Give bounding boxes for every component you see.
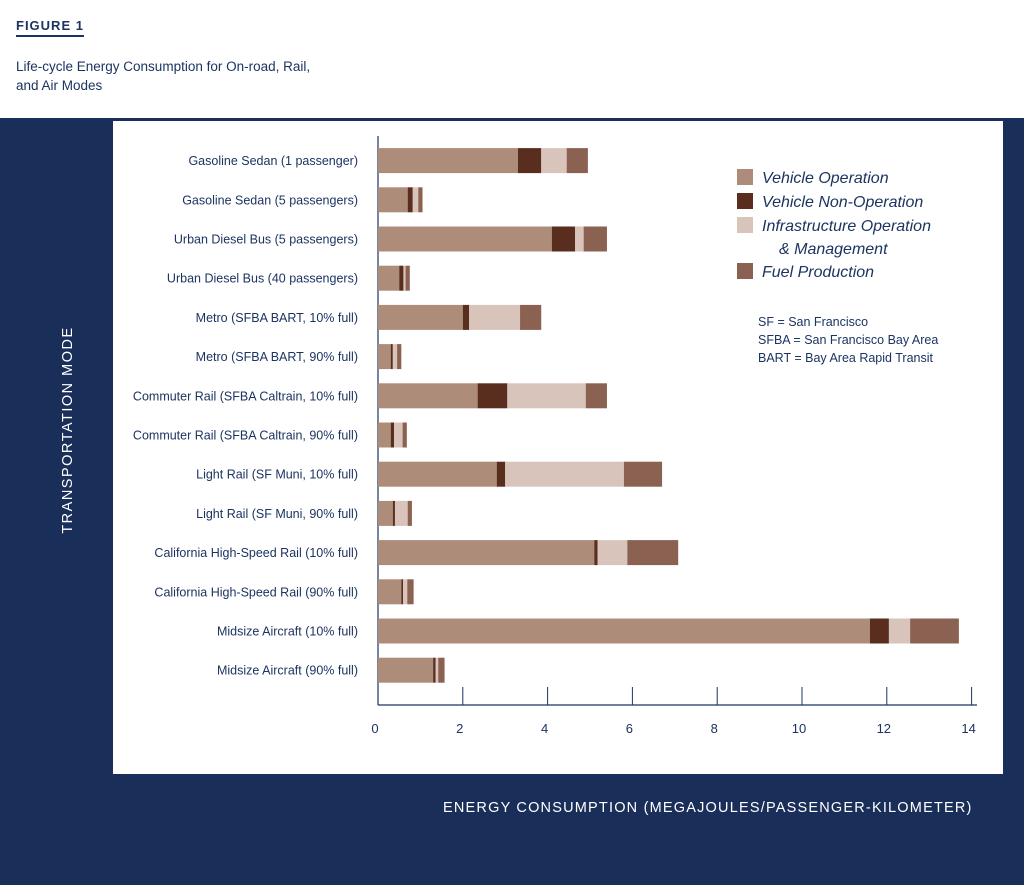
bar-segment-infrastructure-operation-management xyxy=(403,265,406,291)
bar-segment-fuel-production xyxy=(407,579,414,605)
x-tick-label: 12 xyxy=(877,721,891,736)
category-label: Commuter Rail (SFBA Caltrain, 90% full) xyxy=(133,429,358,443)
legend-swatch xyxy=(737,193,753,209)
bar-segment-fuel-production xyxy=(397,344,402,370)
x-tick-label: 8 xyxy=(711,721,718,736)
bar-segment-vehicle-operation xyxy=(378,461,497,487)
bar-segment-vehicle-operation xyxy=(378,657,434,683)
bar-segment-vehicle-non-operation xyxy=(496,461,506,487)
bar-segment-fuel-production xyxy=(585,383,607,409)
bar-segment-fuel-production xyxy=(438,657,445,683)
bar-segment-vehicle-non-operation xyxy=(594,540,598,566)
bar-segment-infrastructure-operation-management xyxy=(394,500,408,526)
bar-segment-fuel-production xyxy=(405,265,410,291)
category-label: Midsize Aircraft (90% full) xyxy=(217,664,358,678)
bar-segment-fuel-production xyxy=(407,500,412,526)
bar-segment-vehicle-operation xyxy=(378,265,400,291)
bar-segment-infrastructure-operation-management xyxy=(888,618,911,644)
legend-label-cont: & Management xyxy=(779,241,888,258)
bar-segment-infrastructure-operation-management xyxy=(392,344,398,370)
bar-segment-vehicle-operation xyxy=(378,422,391,448)
legend-label: Vehicle Non-Operation xyxy=(762,194,923,211)
bar-segment-infrastructure-operation-management xyxy=(597,540,628,566)
bar-segment-vehicle-operation xyxy=(378,226,552,252)
bar-segment-vehicle-operation xyxy=(378,383,478,409)
bar-segment-vehicle-non-operation xyxy=(399,265,404,291)
bar-segment-vehicle-non-operation xyxy=(407,187,413,213)
category-label: Metro (SFBA BART, 10% full) xyxy=(196,311,358,325)
bar-segment-fuel-production xyxy=(418,187,423,213)
bar-segment-vehicle-non-operation xyxy=(392,500,395,526)
category-label: California High-Speed Rail (10% full) xyxy=(154,546,358,560)
legend-label: Infrastructure Operation xyxy=(762,218,931,235)
bar-segment-vehicle-operation xyxy=(378,540,595,566)
x-tick-label: 0 xyxy=(371,721,378,736)
bar-segment-vehicle-non-operation xyxy=(462,304,470,330)
legend-swatch xyxy=(737,169,753,185)
x-tick-label: 4 xyxy=(541,721,548,736)
bar-segment-vehicle-non-operation xyxy=(517,148,542,174)
note-sfba: SFBA = San Francisco Bay Area xyxy=(758,333,939,347)
bar-segment-fuel-production xyxy=(583,226,607,252)
bar-segment-vehicle-non-operation xyxy=(551,226,576,252)
bar-segment-fuel-production xyxy=(520,304,542,330)
bar-segment-fuel-production xyxy=(623,461,663,487)
bar-segment-infrastructure-operation-management xyxy=(505,461,624,487)
bar-segment-vehicle-operation xyxy=(378,618,870,644)
category-label: Urban Diesel Bus (5 passengers) xyxy=(174,233,358,247)
bar-segment-vehicle-non-operation xyxy=(390,344,393,370)
bar-segment-fuel-production xyxy=(566,148,588,174)
category-label: Midsize Aircraft (10% full) xyxy=(217,625,358,639)
category-label: Gasoline Sedan (1 passenger) xyxy=(188,154,358,168)
x-tick-label: 6 xyxy=(626,721,633,736)
bar-segment-fuel-production xyxy=(402,422,407,448)
note-bart: BART = Bay Area Rapid Transit xyxy=(758,351,933,365)
bar-segment-vehicle-operation xyxy=(378,304,463,330)
figure-title: Life-cycle Energy Consumption for On-roa… xyxy=(16,59,311,93)
bar-segment-vehicle-non-operation xyxy=(401,579,404,605)
bar-segment-vehicle-non-operation xyxy=(477,383,508,409)
bar-segment-vehicle-non-operation xyxy=(390,422,395,448)
category-label: Metro (SFBA BART, 90% full) xyxy=(196,350,358,364)
bar-segment-vehicle-operation xyxy=(378,500,393,526)
bar-segment-infrastructure-operation-management xyxy=(507,383,586,409)
category-label: Commuter Rail (SFBA Caltrain, 10% full) xyxy=(133,389,358,403)
bar-segment-fuel-production xyxy=(627,540,679,566)
category-label: California High-Speed Rail (90% full) xyxy=(154,585,358,599)
bar-segment-infrastructure-operation-management xyxy=(403,579,408,605)
abbreviation-notes: SF = San Francisco SFBA = San Francisco … xyxy=(758,313,938,367)
legend-label: Vehicle Operation xyxy=(762,170,889,187)
bar-segment-infrastructure-operation-management xyxy=(412,187,419,213)
bar-segment-infrastructure-operation-management xyxy=(469,304,521,330)
category-label: Urban Diesel Bus (40 passengers) xyxy=(167,272,358,286)
figure-label: FIGURE 1 xyxy=(16,18,84,37)
bar-segment-infrastructure-operation-management xyxy=(394,422,403,448)
bar-segment-fuel-production xyxy=(910,618,959,644)
bar-segment-infrastructure-operation-management xyxy=(575,226,584,252)
category-label: Gasoline Sedan (5 passengers) xyxy=(182,193,358,207)
note-sf: SF = San Francisco xyxy=(758,315,869,329)
x-axis-title: ENERGY CONSUMPTION (MEGAJOULES/PASSENGER… xyxy=(443,800,973,816)
category-label: Light Rail (SF Muni, 10% full) xyxy=(196,468,358,482)
legend-swatch xyxy=(737,263,753,279)
x-tick-label: 2 xyxy=(456,721,463,736)
category-label: Light Rail (SF Muni, 90% full) xyxy=(196,507,358,521)
bar-segment-vehicle-operation xyxy=(378,344,391,370)
bar-segment-infrastructure-operation-management xyxy=(435,657,439,683)
x-tick-label: 14 xyxy=(961,721,975,736)
legend-label: Fuel Production xyxy=(762,264,874,281)
legend-swatch xyxy=(737,217,753,233)
bar-segment-vehicle-operation xyxy=(378,148,518,174)
bar-segment-vehicle-operation xyxy=(378,579,402,605)
bar-segment-vehicle-non-operation xyxy=(869,618,889,644)
bar-segment-vehicle-non-operation xyxy=(433,657,436,683)
bar-segment-vehicle-operation xyxy=(378,187,408,213)
bar-segment-infrastructure-operation-management xyxy=(541,148,567,174)
x-tick-label: 10 xyxy=(792,721,806,736)
